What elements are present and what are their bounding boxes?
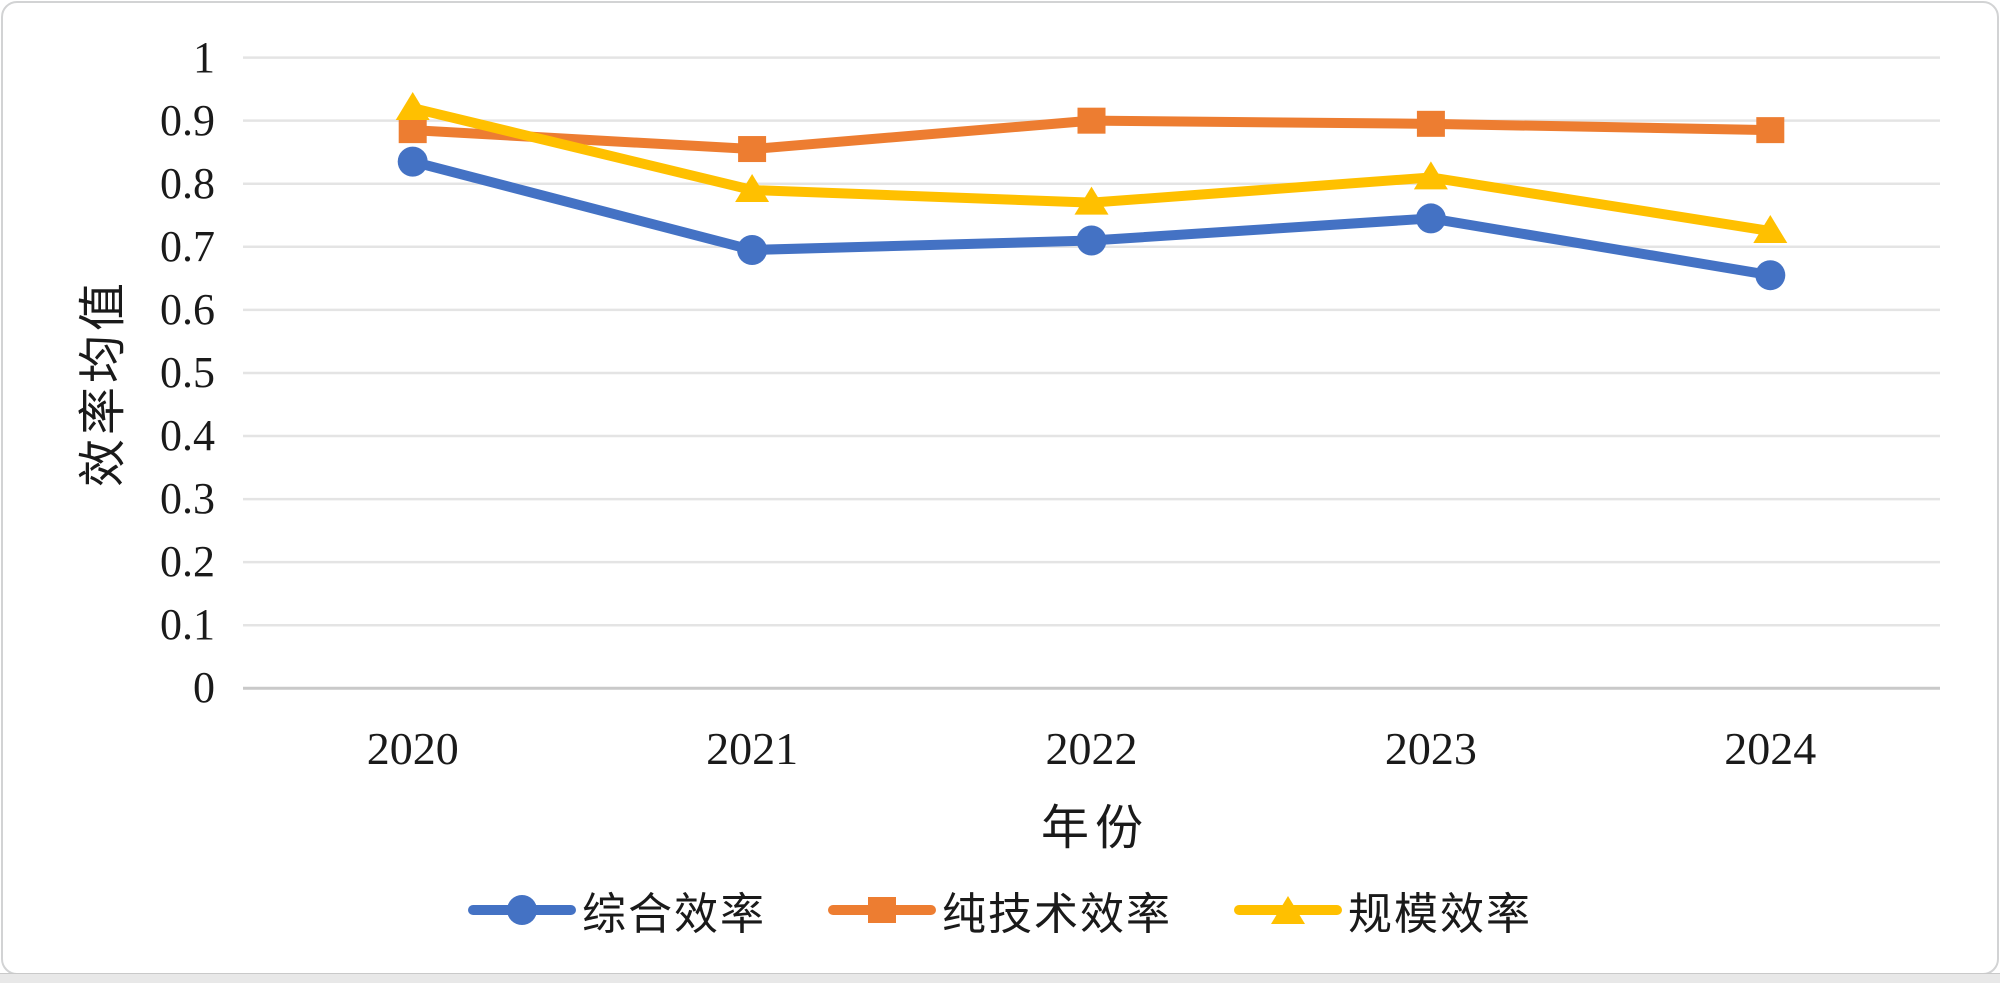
y-tick-label-1: 1 — [193, 32, 215, 82]
x-tick-label-2023: 2023 — [1384, 723, 1477, 774]
series-1-marker-2022 — [1077, 107, 1106, 134]
y-tick-label-0.8: 0.8 — [160, 158, 215, 208]
series-0-marker-2020 — [397, 146, 428, 177]
legend-item-1: 纯技术效率 — [828, 878, 1172, 942]
x-tick-label-2021: 2021 — [706, 723, 799, 774]
series-line-0 — [407, 156, 1776, 281]
y-tick-label-0.5: 0.5 — [160, 347, 215, 397]
series-1-marker-2021 — [738, 136, 767, 163]
legend-item-2: 规模效率 — [1234, 878, 1532, 942]
legend: 综合效率 纯技术效率 规模效率 — [0, 878, 2000, 942]
series-1-marker-2023 — [1416, 110, 1445, 137]
x-tick-label-2022: 2022 — [1045, 723, 1138, 774]
series-2-marker-2023 — [1413, 161, 1448, 190]
y-tick-label-0.4: 0.4 — [160, 411, 215, 461]
legend-swatch-circle-icon — [468, 893, 576, 927]
legend-swatch-square-icon — [828, 893, 936, 927]
x-axis-title: 年份 — [1040, 802, 1149, 855]
legend-swatch-triangle-icon — [1234, 893, 1342, 927]
series-1-marker-2020 — [398, 117, 427, 144]
legend-label-2: 规模效率 — [1348, 890, 1532, 939]
series-2-marker-2024 — [1753, 215, 1788, 244]
y-tick-label-0: 0 — [193, 663, 215, 713]
series-1-marker-2024 — [1756, 117, 1785, 144]
series-0-marker-2023 — [1415, 203, 1446, 234]
y-tick-label-0.1: 0.1 — [160, 600, 215, 650]
x-tick-label-2020: 2020 — [366, 723, 459, 774]
x-tick-label-2024: 2024 — [1724, 723, 1817, 774]
legend-label-1: 纯技术效率 — [942, 890, 1172, 939]
y-tick-label-0.9: 0.9 — [160, 95, 215, 145]
series-2-marker-2021 — [735, 174, 770, 203]
plot-area — [243, 56, 1940, 690]
series-0-marker-2024 — [1755, 260, 1786, 291]
y-tick-label-0.2: 0.2 — [160, 537, 215, 587]
series-2-marker-2020 — [395, 92, 430, 121]
series-0-marker-2021 — [737, 234, 768, 265]
y-tick-label-0.3: 0.3 — [160, 474, 215, 524]
legend-item-0: 综合效率 — [468, 878, 766, 942]
legend-label-0: 综合效率 — [582, 890, 766, 939]
bottom-strip — [0, 973, 2000, 983]
series-0-marker-2022 — [1076, 225, 1107, 256]
y-tick-label-0.6: 0.6 — [160, 284, 215, 334]
y-tick-label-0.7: 0.7 — [160, 221, 215, 271]
series-2-marker-2022 — [1074, 186, 1109, 215]
